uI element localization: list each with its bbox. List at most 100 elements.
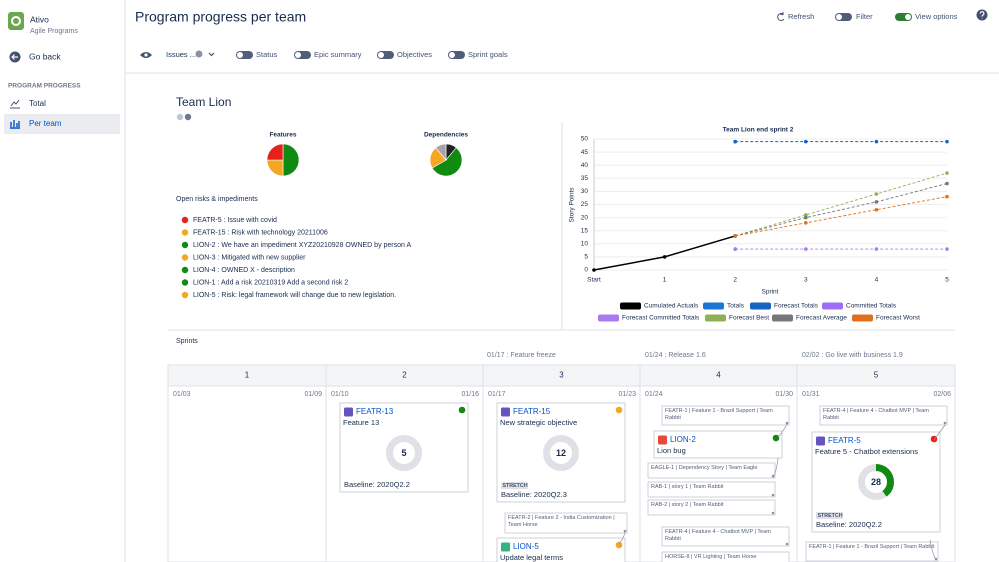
issue-title: Feature 13	[343, 418, 380, 427]
issue-card[interactable]	[653, 430, 783, 459]
issue-key[interactable]: LION-2	[670, 435, 696, 444]
dependency-box	[647, 481, 776, 498]
issue-title: New strategic objective	[500, 418, 578, 427]
series-point	[662, 255, 667, 259]
issue-key[interactable]: FEATR-13	[356, 407, 394, 416]
risk-item: FEATR-15 : Risk with technology 20211006	[193, 229, 328, 236]
story-count: 5	[401, 448, 406, 458]
legend-label: Forecast Totals	[774, 303, 819, 310]
legend-label: Forecast Committed Totals	[622, 315, 700, 322]
sidebar	[0, 0, 125, 562]
risk-dot	[181, 279, 189, 286]
toggle-knob	[905, 14, 911, 20]
milestone: 02/02 : Go live with business 1.9	[802, 352, 903, 359]
dependency-box	[504, 512, 628, 534]
toggle-label: Objectives	[397, 50, 432, 59]
status-dot	[458, 406, 466, 414]
issue-title-box: Update legal terms	[500, 553, 563, 562]
dependency-box	[805, 541, 939, 562]
x-tick-label: 2	[733, 277, 737, 284]
dependency-box	[647, 462, 776, 479]
back-link[interactable]: Go back	[29, 51, 61, 61]
connector-dot	[785, 542, 789, 546]
dependency-text-box: FEATR-4 | Feature 4 - Chatbot MVP | Team…	[665, 529, 771, 542]
risk-dot	[181, 266, 189, 274]
y-tick-label: 45	[581, 149, 589, 156]
issue-card[interactable]	[496, 537, 626, 562]
help-glyph	[979, 11, 985, 19]
dependency-text: FEATR-1 | Feature 1 - Brazil Support | T…	[665, 407, 773, 421]
connector-dot	[771, 511, 775, 515]
series-point	[945, 171, 949, 175]
risks-title: Open risks & impediments	[176, 196, 258, 203]
series-point	[874, 247, 879, 251]
x-tick-label: Start	[587, 277, 601, 284]
issue-key[interactable]: FEATR-15	[513, 407, 551, 416]
team-dot	[176, 113, 184, 121]
dependency-text: FEATR-4 | Feature 4 - Chatbot MVP | Team…	[823, 407, 929, 421]
risk-item: LION-5 : Risk: legal framework will chan…	[193, 292, 396, 299]
series-point	[874, 192, 879, 196]
y-tick-label: 0	[584, 267, 588, 274]
pie-slice	[266, 159, 284, 177]
issue-type-icon	[501, 407, 510, 417]
risk-dot	[181, 216, 189, 224]
sprint-number: 3	[559, 371, 564, 380]
y-tick-label: 30	[581, 188, 589, 195]
x-axis-label: Sprint	[762, 289, 779, 296]
nav-icon	[10, 99, 20, 109]
toggle-knob	[836, 14, 842, 20]
connector-dot	[943, 421, 947, 425]
issue-key[interactable]: LION-5	[513, 542, 539, 551]
legend-swatch	[705, 314, 726, 322]
series-point	[945, 247, 949, 251]
nav-icon	[10, 120, 20, 129]
issues-filter[interactable]: Issues ...	[166, 50, 196, 59]
issue-card[interactable]	[339, 402, 469, 493]
pie-slice	[266, 143, 284, 161]
legend-swatch	[852, 314, 873, 322]
series-point	[874, 200, 879, 204]
series-point	[733, 234, 737, 238]
issue-type-icon	[816, 436, 825, 446]
back-arrow	[11, 54, 18, 60]
series-line	[735, 183, 948, 237]
nav-section: PROGRAM PROGRESS	[8, 83, 81, 90]
refresh-icon	[777, 12, 785, 21]
nav-item[interactable]: Total	[29, 99, 46, 108]
legend-label: Committed Totals	[846, 303, 897, 310]
dependency-text: EAGLE-1 | Dependency Story | Team Eagle	[651, 464, 758, 471]
dependency-text-box: EAGLE-1 | Dependency Story | Team Eagle	[651, 464, 758, 471]
series-point	[804, 213, 808, 217]
series-point	[733, 139, 737, 144]
baseline: Baseline: 2020Q2.2	[344, 480, 410, 489]
sprint-number: 4	[716, 371, 721, 380]
baseline: Baseline: 2020Q2.3	[501, 490, 567, 499]
risk-item: LION-4 : OWNED X - description	[193, 267, 295, 274]
status-dot	[772, 434, 780, 442]
series-line	[735, 172, 948, 237]
dependency-text: RAB-1 | story 1 | Team Rabbit	[651, 483, 724, 490]
chevron	[208, 52, 215, 57]
issue-key[interactable]: FEATR-5	[828, 436, 861, 445]
y-tick-label: 20	[581, 214, 589, 221]
y-tick-label: 10	[581, 241, 589, 248]
progress-arc	[858, 464, 894, 500]
legend-label: Forecast Average	[796, 315, 847, 322]
clear-icon[interactable]	[195, 50, 203, 58]
nav-item[interactable]: Per team	[29, 119, 62, 128]
page-title: Program progress per team	[135, 9, 306, 25]
y-tick-label: 5	[584, 254, 588, 261]
pie-slice	[282, 143, 300, 177]
logo-mark	[11, 16, 21, 26]
dependency-text-box: FEATR-4 | Feature 4 - Chatbot MVP | Team…	[823, 407, 929, 421]
x-tick-label: 5	[945, 277, 949, 284]
legend-swatch	[620, 302, 641, 310]
risk-dot	[181, 254, 189, 261]
legend-label: Forecast Worst	[876, 315, 920, 322]
connector-dot	[771, 493, 775, 497]
app-name: Ativo	[30, 14, 49, 24]
dependency-box	[661, 526, 790, 547]
refresh-button[interactable]: Refresh	[788, 12, 814, 21]
sprint-number: 2	[402, 371, 407, 380]
